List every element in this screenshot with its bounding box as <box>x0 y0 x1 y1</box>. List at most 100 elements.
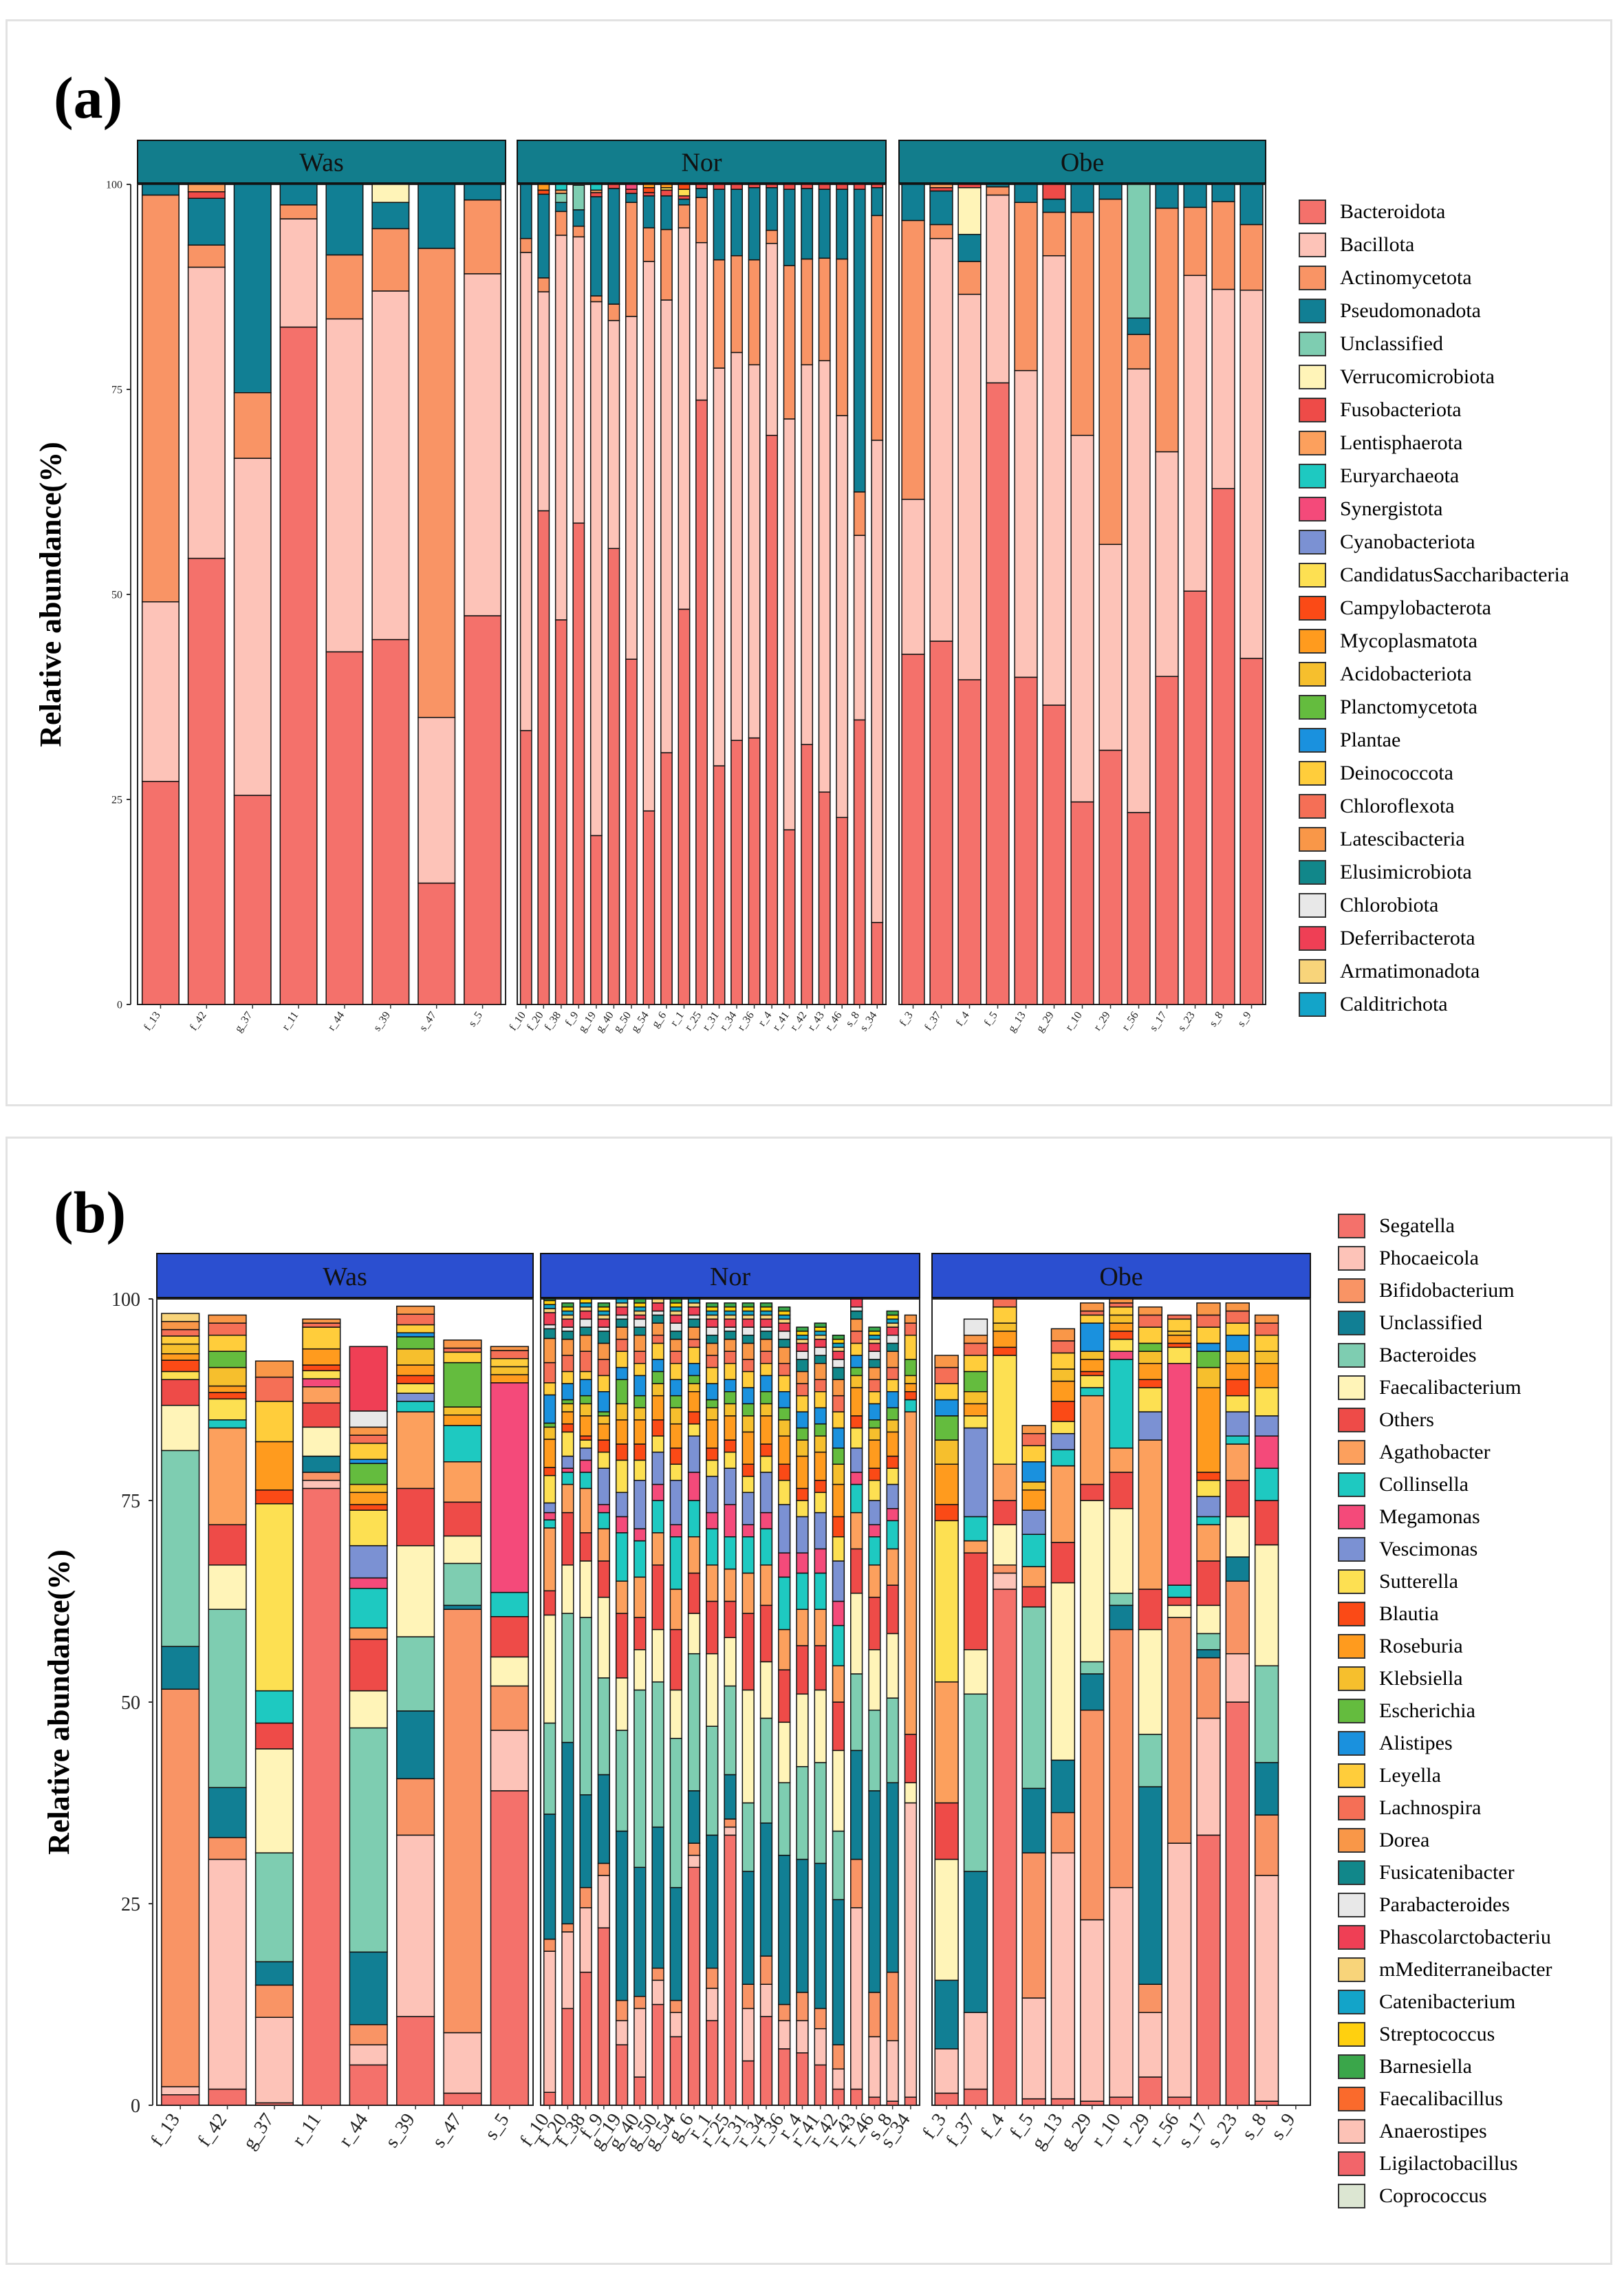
legend-label: Catenibacterium <box>1379 1990 1516 2013</box>
bar-segment-bacteroides <box>1254 1665 1279 1763</box>
bar-segment-dorea <box>759 1338 773 1352</box>
bar-segment-actinomycetota <box>233 392 272 459</box>
bar-segment-others <box>993 1500 1017 1525</box>
bar-segment-phocaeicola <box>1167 1842 1192 2098</box>
bar-segment-agathobacter <box>543 1527 556 1592</box>
bar-segment-lachnospira <box>886 1366 899 1380</box>
bar-segment-blautia <box>396 1375 435 1384</box>
bar-segment-barnesiella <box>597 1302 610 1308</box>
bar-segment-vescimonas <box>868 1500 881 1525</box>
bar-segment-klebsiella <box>651 1383 664 1397</box>
bar-segment-bacillota <box>187 266 226 559</box>
bar-segment-escherichia <box>396 1336 435 1350</box>
bar-segment-bacillota <box>818 360 831 793</box>
bar-segment-others <box>1196 1560 1221 1606</box>
bar-segment-klebsiella <box>396 1348 435 1366</box>
bar-segment-klebsiella <box>561 1403 574 1412</box>
legend-label: Lachnospira <box>1379 1796 1482 1819</box>
bar-segment-sutterella <box>1196 1479 1221 1497</box>
bar-segment-bifidobacterium <box>161 1688 200 2087</box>
legend-label: Mycoplasmatota <box>1340 630 1477 652</box>
bar-segment-leyella <box>208 1334 247 1352</box>
bar-segment-catenibacterium <box>796 1334 809 1340</box>
bar-segment-bifidobacterium <box>1254 1814 1279 1876</box>
bar-segment-parabacteroides <box>579 1318 592 1328</box>
legend-label: Faecalibacillus <box>1379 2087 1503 2110</box>
bar-segment-bacteroides <box>396 1636 435 1712</box>
bar-segment-klebsiella <box>832 1463 845 1485</box>
bar-segment-segatella <box>904 2096 918 2106</box>
bar-segment-pseudomonadota <box>801 188 814 260</box>
legend-swatch <box>1299 200 1326 224</box>
bar-segment-actinomycetota <box>1211 201 1235 290</box>
bar-segment-pseudomonadota <box>1014 184 1038 203</box>
legend-swatch <box>1338 1602 1365 1626</box>
bar-segment-streptococcus <box>868 1331 881 1336</box>
legend-label: Cyanobacteriota <box>1340 530 1475 553</box>
bar-segment-leyella <box>814 1391 827 1408</box>
bar-segment-phascolarctobacteriu <box>579 1310 592 1320</box>
bar-segment-leyella <box>778 1375 791 1392</box>
bar-segment-segatella <box>706 2020 719 2106</box>
bar-segment-dorea <box>349 1426 388 1436</box>
bar-segment-phocaeicola <box>490 1730 529 1792</box>
legend-swatch <box>1338 1666 1365 1691</box>
legend-swatch <box>1338 1763 1365 1788</box>
x-tick-label: r_11 <box>288 2109 325 2150</box>
legend-label: Unclassified <box>1340 332 1443 355</box>
bar-segment-fusobacteriota <box>1042 184 1066 200</box>
bar-segment-actinomycetota <box>1155 207 1179 453</box>
bar-segment-unclassified <box>1127 184 1151 319</box>
bar-segment-collinsella <box>1080 1387 1105 1397</box>
bar-segment-roseburia <box>561 1411 574 1425</box>
bar-segment-campylobacterota <box>678 184 691 190</box>
bar-segment-klebsiella <box>868 1427 881 1441</box>
bar-segment-alistipes <box>868 1403 881 1421</box>
legend-swatch <box>1338 1699 1365 1723</box>
bar-segment-pseudomonadota <box>957 233 982 262</box>
legend-label: Dorea <box>1379 1829 1430 1851</box>
bar-segment-faecalibacterium <box>615 1677 629 1731</box>
bar-segment-vescimonas <box>1138 1411 1162 1441</box>
bar-segment-sutterella <box>208 1398 247 1421</box>
x-tick-label: r_10 <box>1087 2109 1125 2151</box>
bar-segment-dorea <box>741 1342 755 1360</box>
bar-segment-phascolarctobacteriu <box>850 1298 863 1308</box>
bar-segment-unclassified <box>1225 1556 1250 1582</box>
bar-segment-alistipes <box>1225 1334 1250 1352</box>
bar-segment-alistipes <box>396 1332 435 1337</box>
bar-segment-vescimonas <box>814 1512 827 1550</box>
bar-segment-fusicatenibacter <box>561 1331 574 1340</box>
bar-segment-phocaeicola <box>993 1572 1017 1590</box>
bar-segment-unclassified <box>759 1822 773 1957</box>
bar-segment-phocaeicola <box>904 1802 918 2098</box>
legend-label: Calditrichota <box>1340 993 1448 1015</box>
bar-segment-bacillota <box>233 458 272 796</box>
bar-segment-collinsella <box>543 1519 556 1529</box>
bar-segment-leyella <box>651 1342 664 1360</box>
bar-segment-catenibacterium <box>832 1342 845 1348</box>
bar-segment-phocaeicola <box>1225 1653 1250 1703</box>
bar-segment-faecalibacterium <box>706 1653 719 1727</box>
bar-segment-phocaeicola <box>302 1479 341 1489</box>
bar-segment-leyella <box>615 1351 629 1368</box>
bar-segment-bacteroides <box>706 1725 719 1836</box>
bar-segment-collinsella <box>443 1425 482 1463</box>
bar-segment-phocaeicola <box>741 2008 755 2062</box>
bar-segment-bacteroides <box>1138 1734 1162 1787</box>
bar-segment-dorea <box>561 1338 574 1356</box>
legend-label: Acidobacteriota <box>1340 663 1472 685</box>
bar-segment-phocaeicola <box>724 1826 737 1836</box>
bar-segment-megamonas <box>634 1528 647 1542</box>
bar-segment-mycoplasmatota <box>537 184 550 191</box>
y-tick-label: 0 <box>131 2096 140 2117</box>
bar-segment-agathobacter <box>561 1483 574 1514</box>
bar-segment-pseudomonadota <box>871 187 884 217</box>
bar-segment-megamonas <box>597 1504 610 1514</box>
bar-segment-barnesiella <box>724 1302 737 1308</box>
bar-segment-unclassified <box>561 1741 574 1925</box>
bar-segment-leyella <box>850 1342 863 1356</box>
bar-segment-klebsiella <box>778 1419 791 1437</box>
bar-segment-fusobacteriota <box>713 184 726 190</box>
bar-segment-sutterella <box>561 1431 574 1457</box>
